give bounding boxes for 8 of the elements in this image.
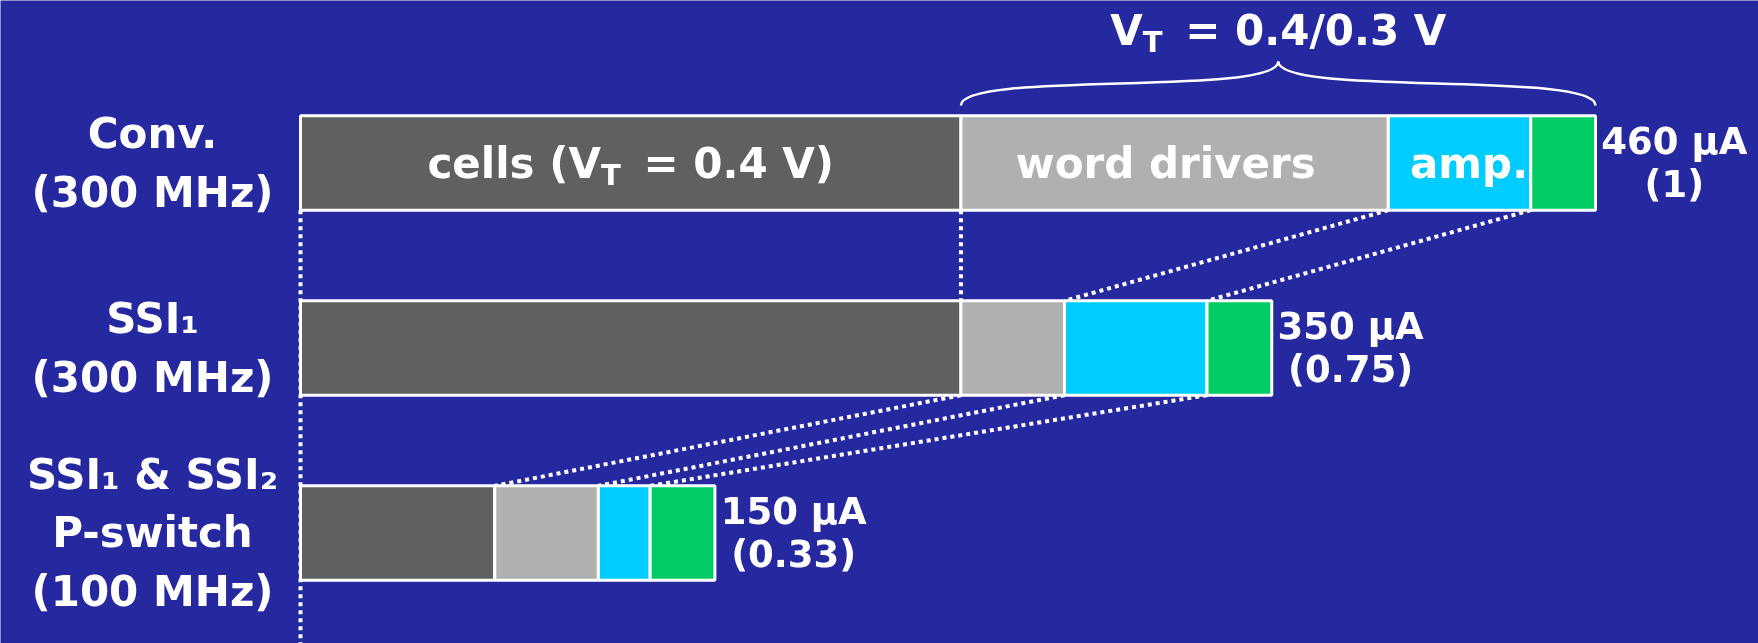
total-label: 350 μA (0.75)	[1277, 305, 1424, 391]
series-label: word drivers	[1015, 138, 1316, 188]
y-tick-label: SSI₁ (300 MHz)	[31, 294, 274, 402]
series-label: amp.	[1409, 138, 1529, 188]
total-label: 150 μA (0.33)	[720, 490, 868, 576]
total-label: 460 μA (1)	[1601, 120, 1748, 206]
y-tick-label: SSI₁ & SSI₂ P-switch (100 MHz)	[26, 449, 279, 617]
y-tick-label: Conv. (300 MHz)	[31, 109, 274, 217]
